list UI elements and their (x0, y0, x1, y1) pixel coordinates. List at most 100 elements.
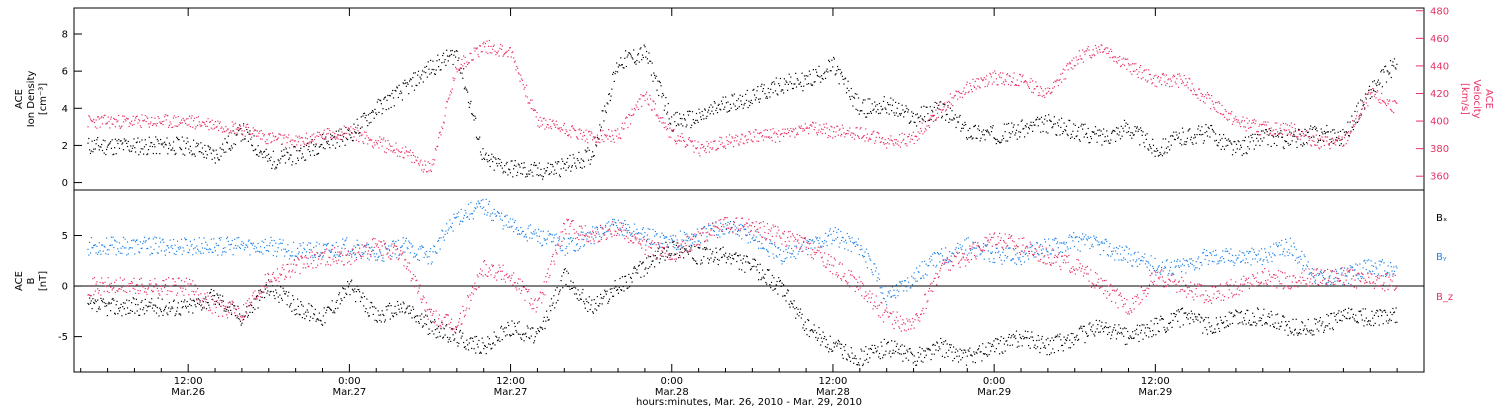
velocity-point (895, 142, 897, 144)
bx-point (596, 296, 598, 298)
velocity-point (744, 136, 746, 138)
velocity-point (1179, 75, 1181, 77)
bx-point (1018, 345, 1020, 347)
velocity-point (1046, 92, 1048, 94)
bx-point (363, 296, 366, 298)
velocity-point (1060, 73, 1062, 75)
velocity-point (1294, 123, 1296, 125)
velocity-point (424, 160, 426, 162)
density-point (1111, 131, 1113, 133)
velocity-point (968, 90, 970, 93)
velocity-point (806, 126, 808, 128)
velocity-point (682, 136, 684, 139)
velocity-point (100, 117, 102, 119)
density-point (585, 151, 587, 153)
density-point (1132, 132, 1134, 134)
bx-point (1129, 335, 1131, 337)
bx-point (460, 337, 462, 339)
bx-point (110, 310, 112, 312)
density-point (1302, 145, 1304, 147)
velocity-point (866, 137, 868, 139)
density-point (857, 109, 859, 111)
density-point (127, 140, 129, 143)
velocity-point (293, 140, 295, 142)
velocity-point (475, 48, 478, 50)
density-point (779, 85, 781, 87)
bx-point (874, 347, 877, 349)
velocity-point (604, 134, 606, 136)
velocity-point (700, 147, 702, 149)
bx-point (838, 341, 840, 343)
density-point (655, 75, 657, 77)
bx-point (436, 328, 438, 330)
velocity-point (1131, 73, 1133, 75)
density-point (1090, 136, 1092, 138)
density-point (1252, 140, 1255, 142)
bx-point (1082, 325, 1084, 327)
density-point (791, 88, 794, 90)
bx-point (307, 311, 309, 313)
bx-point (1393, 311, 1396, 313)
by-point (132, 239, 134, 241)
bx-point (953, 357, 956, 359)
bx-point (507, 321, 509, 324)
bx-point (1123, 335, 1125, 337)
bx-point (409, 305, 411, 307)
density-point (251, 145, 254, 147)
velocity-point (559, 130, 561, 132)
bx-point (1022, 335, 1024, 337)
velocity-point (846, 129, 848, 132)
bx-point (412, 306, 414, 308)
bx-point (438, 325, 440, 327)
velocity-point (509, 47, 511, 49)
density-point (480, 154, 482, 156)
velocity-point (573, 128, 575, 130)
bx-point (1119, 332, 1121, 334)
density-point (135, 142, 137, 144)
density-point (90, 150, 92, 152)
density-point (534, 164, 536, 167)
bx-point (627, 287, 629, 289)
bx-point (612, 295, 615, 297)
density-point (262, 156, 264, 159)
bx-point (459, 329, 461, 332)
bx-point (99, 308, 101, 310)
density-point (155, 152, 158, 155)
velocity-point (93, 118, 95, 120)
density-point (822, 78, 824, 80)
density-point (1288, 144, 1290, 146)
density-point (1241, 154, 1243, 156)
density-point (687, 110, 689, 113)
density-point (1056, 134, 1058, 136)
density-point (321, 143, 323, 146)
velocity-point (728, 141, 730, 143)
density-point (560, 168, 562, 170)
velocity-point (381, 145, 383, 147)
velocity-point (777, 136, 779, 138)
density-point (317, 153, 319, 155)
bx-point (1293, 334, 1295, 336)
velocity-point (950, 103, 952, 105)
density-point (587, 147, 589, 149)
density-point (154, 146, 156, 148)
density-point (827, 71, 829, 73)
velocity-point (341, 131, 343, 133)
velocity-point (389, 145, 391, 147)
density-point (978, 125, 980, 127)
bx-point (1234, 315, 1236, 317)
density-point (282, 155, 284, 157)
velocity-point (922, 133, 924, 135)
bx-point (878, 352, 881, 355)
density-point (1319, 135, 1321, 137)
velocity-point (691, 140, 694, 142)
density-point (685, 126, 687, 128)
bx-point (983, 353, 985, 355)
velocity-point (629, 123, 632, 125)
bx-point (1201, 317, 1203, 319)
density-point (1055, 134, 1057, 136)
bx-point (1387, 322, 1389, 324)
bx-point (737, 255, 740, 257)
bx-point (1285, 321, 1287, 323)
bx-point (264, 288, 266, 290)
bx-point (108, 301, 110, 303)
